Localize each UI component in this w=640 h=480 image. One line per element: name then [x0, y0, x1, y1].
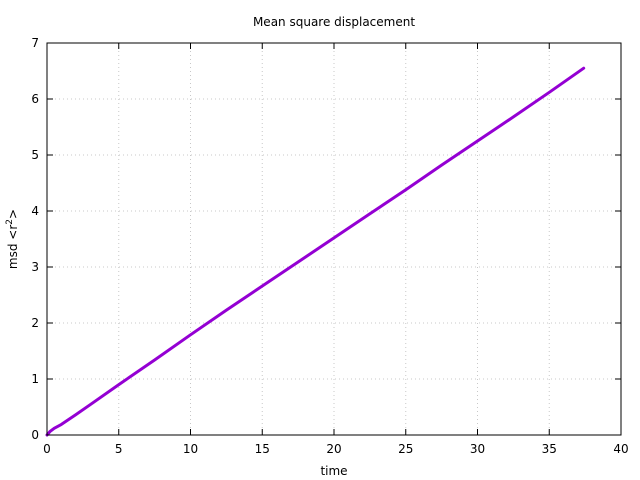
x-axis-label: time — [320, 464, 347, 478]
x-tick-label: 5 — [115, 442, 123, 456]
x-tick-label: 10 — [183, 442, 198, 456]
y-tick-label: 6 — [31, 92, 39, 106]
y-axis-label: msd <r2> — [5, 209, 20, 269]
x-tick-label: 35 — [542, 442, 557, 456]
y-tick-label: 2 — [31, 316, 39, 330]
ticks: 0 5 10 15 20 25 30 35 40 0 1 2 3 4 5 6 7 — [31, 36, 628, 456]
x-tick-label: 40 — [613, 442, 628, 456]
x-tick-label: 15 — [255, 442, 270, 456]
y-tick-label: 3 — [31, 260, 39, 274]
y-tick-label: 5 — [31, 148, 39, 162]
y-axis-label-end: > — [6, 209, 20, 219]
y-tick-label: 4 — [31, 204, 39, 218]
x-tick-label: 30 — [470, 442, 485, 456]
y-axis-label-base: msd <r — [6, 225, 20, 269]
y-axis-label-sup: 2 — [5, 219, 15, 225]
series-line — [45, 66, 586, 437]
y-tick-label: 1 — [31, 372, 39, 386]
series-layer — [45, 66, 586, 437]
x-tick-label: 0 — [43, 442, 51, 456]
y-tick-label: 0 — [31, 428, 39, 442]
x-tick-label: 20 — [326, 442, 341, 456]
y-tick-label: 7 — [31, 36, 39, 50]
chart-title: Mean square displacement — [253, 15, 415, 29]
x-tick-label: 25 — [398, 442, 413, 456]
